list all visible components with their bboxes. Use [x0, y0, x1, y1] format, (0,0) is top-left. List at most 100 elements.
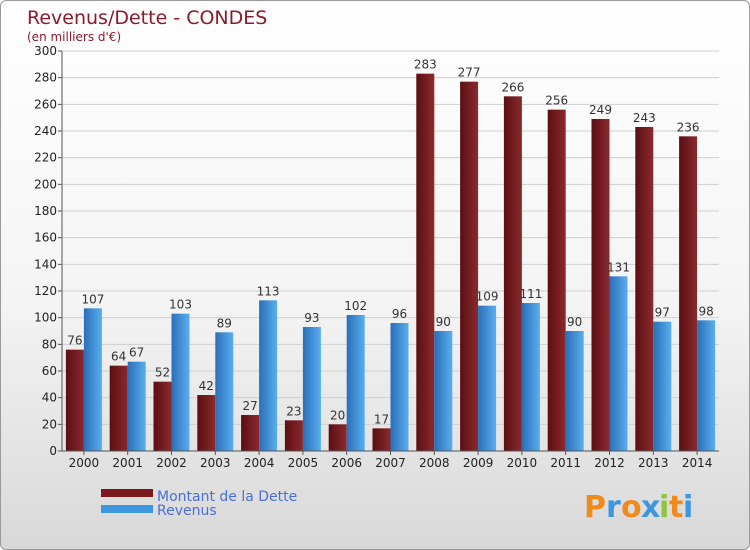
x-tick-label: 2003: [200, 456, 231, 470]
bar-revenus: [434, 331, 453, 451]
data-label-revenus: 111: [519, 287, 542, 301]
y-tick-label: 160: [34, 231, 57, 245]
x-tick-label: 2006: [331, 456, 362, 470]
logo-letter: i: [659, 490, 669, 525]
legend-swatch-revenus: [101, 505, 153, 513]
legend-label-dette: Montant de la Dette: [157, 489, 297, 505]
data-label-dette: 27: [242, 399, 257, 413]
bar-revenus: [83, 308, 102, 451]
bar-dette: [328, 424, 347, 451]
y-tick-label: 20: [42, 417, 57, 431]
bar-dette: [547, 109, 566, 452]
bar-dette: [679, 136, 698, 452]
x-tick-label: 2008: [419, 456, 450, 470]
y-tick-label: 180: [34, 204, 57, 218]
bar-dette: [460, 81, 479, 452]
logo-letter: P: [584, 490, 606, 525]
data-label-revenus: 93: [304, 311, 319, 325]
bar-revenus: [478, 305, 497, 451]
bar-dette: [241, 415, 260, 451]
data-label-revenus: 98: [698, 304, 713, 318]
data-label-revenus: 90: [436, 315, 451, 329]
logo-letter: x: [641, 490, 660, 525]
x-tick-label: 2009: [463, 456, 494, 470]
y-tick-label: 40: [42, 391, 57, 405]
x-tick-label: 2013: [638, 456, 669, 470]
legend-label-revenus: Revenus: [157, 503, 217, 519]
data-label-revenus: 67: [129, 346, 144, 360]
bar-dette: [635, 127, 654, 451]
data-labels: 76 107 64 67 52 103 42 89 27 113 23 93 20 102 17 96 283 9…: [67, 58, 713, 427]
x-tick-label: 2001: [112, 456, 143, 470]
x-tick-label: 2005: [288, 456, 319, 470]
chart-title: Revenus/Dette - CONDES: [27, 7, 267, 29]
logo-letter: r: [606, 490, 621, 525]
data-label-revenus: 107: [81, 292, 104, 306]
bar-dette: [503, 96, 522, 451]
y-tick-label: 140: [34, 257, 57, 271]
bar-revenus: [302, 327, 321, 451]
x-tick-label: 2000: [69, 456, 100, 470]
bar-dette: [153, 381, 172, 451]
y-tick-label: 300: [34, 44, 57, 58]
bar-revenus: [653, 321, 672, 451]
bar-revenus: [390, 323, 409, 451]
data-label-revenus: 109: [476, 290, 499, 304]
bar-revenus: [259, 300, 278, 451]
bar-dette: [109, 365, 128, 451]
data-label-dette: 243: [633, 111, 656, 125]
bar-revenus: [215, 332, 234, 451]
y-tick-label: 260: [34, 97, 57, 111]
data-label-dette: 283: [414, 58, 437, 72]
x-tick-label: 2012: [594, 456, 625, 470]
bar-dette: [372, 428, 391, 451]
bar-dette: [65, 349, 84, 451]
x-tick-label: 2004: [244, 456, 275, 470]
bar-revenus: [609, 276, 628, 451]
chart-subtitle: (en milliers d'€): [27, 30, 121, 44]
x-tick-label: 2002: [156, 456, 187, 470]
axes: [61, 51, 719, 452]
data-label-dette: 42: [199, 379, 214, 393]
y-tick-label: 80: [42, 337, 57, 351]
data-label-revenus: 90: [567, 315, 582, 329]
data-label-dette: 256: [545, 94, 568, 108]
bar-revenus: [346, 315, 365, 451]
data-label-revenus: 96: [392, 307, 407, 321]
y-axis-ticks: 0 20 40 60 80 100 120 140 160 180 200 220 240 260 280 3…: [34, 44, 62, 458]
y-tick-label: 240: [34, 124, 57, 138]
bars: [65, 73, 716, 452]
data-label-dette: 249: [589, 103, 612, 117]
data-label-revenus: 131: [607, 260, 630, 274]
y-tick-label: 280: [34, 71, 57, 85]
data-label-revenus: 103: [169, 298, 192, 312]
data-label-dette: 64: [111, 350, 126, 364]
data-label-dette: 52: [155, 366, 170, 380]
x-tick-label: 2014: [682, 456, 713, 470]
data-label-revenus: 89: [217, 316, 232, 330]
data-label-dette: 277: [458, 66, 481, 80]
logo-letter: i: [683, 490, 693, 525]
legend: Montant de la Dette Revenus: [101, 489, 297, 519]
y-tick-label: 200: [34, 177, 57, 191]
bar-dette: [197, 395, 216, 451]
y-tick-label: 0: [49, 444, 57, 458]
bar-revenus: [127, 361, 146, 451]
data-label-revenus: 102: [344, 299, 367, 313]
x-axis-ticks: 2000 2001 2002 2003 2004 2005 2006 2007 2008 2009…: [69, 451, 713, 470]
data-label-revenus: 97: [655, 306, 670, 320]
x-tick-label: 2010: [507, 456, 538, 470]
x-tick-label: 2007: [375, 456, 406, 470]
bar-revenus: [171, 313, 190, 451]
y-tick-label: 60: [42, 364, 57, 378]
data-label-dette: 236: [677, 120, 700, 134]
data-label-revenus: 113: [257, 284, 280, 298]
data-label-dette: 76: [67, 334, 82, 348]
data-label-dette: 23: [286, 404, 301, 418]
x-tick-label: 2011: [550, 456, 581, 470]
data-label-dette: 266: [501, 80, 524, 94]
bar-revenus: [521, 303, 540, 451]
logo-letter: o: [621, 490, 642, 525]
bar-dette: [416, 73, 435, 452]
